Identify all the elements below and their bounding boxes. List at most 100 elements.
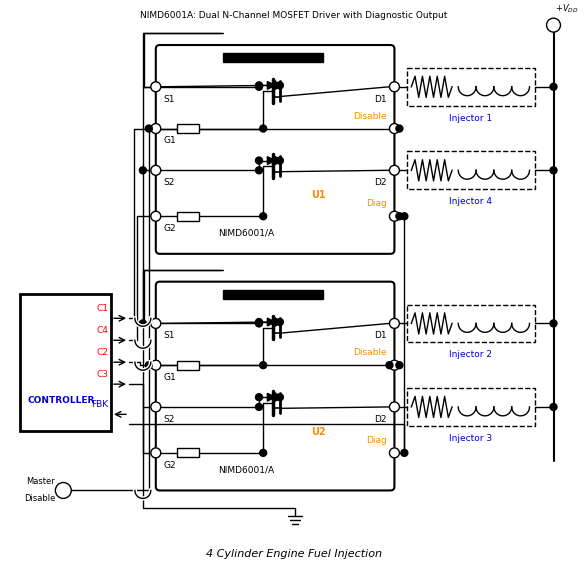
Circle shape [151, 402, 161, 412]
Text: G1: G1 [164, 373, 177, 382]
Circle shape [276, 319, 284, 325]
Circle shape [389, 402, 399, 412]
Circle shape [255, 82, 262, 89]
Text: D2: D2 [374, 415, 386, 424]
Circle shape [151, 123, 161, 134]
Circle shape [272, 319, 279, 325]
Text: G1: G1 [164, 136, 177, 146]
Text: U1: U1 [311, 190, 325, 200]
Circle shape [139, 320, 146, 327]
Circle shape [139, 167, 146, 174]
Text: Disable: Disable [353, 111, 386, 120]
Circle shape [255, 319, 262, 325]
Text: Injector 4: Injector 4 [450, 197, 492, 206]
Circle shape [255, 320, 262, 327]
Text: 4 Cylinder Engine Fuel Injection: 4 Cylinder Engine Fuel Injection [205, 549, 382, 559]
Circle shape [276, 394, 284, 401]
Text: Injector 3: Injector 3 [450, 434, 492, 443]
Text: S2: S2 [164, 415, 175, 424]
Bar [177, 124, 198, 133]
Text: G2: G2 [164, 224, 176, 233]
Circle shape [550, 320, 557, 327]
Circle shape [389, 211, 399, 221]
Circle shape [550, 167, 557, 174]
Bar [407, 388, 535, 426]
Circle shape [146, 125, 152, 132]
Bar [19, 293, 111, 431]
Text: Injector 2: Injector 2 [450, 350, 492, 359]
Circle shape [396, 125, 403, 132]
Bar [407, 151, 535, 189]
Bar [407, 68, 535, 106]
Circle shape [389, 448, 399, 458]
Circle shape [255, 404, 262, 411]
Circle shape [151, 319, 161, 328]
Text: Diag: Diag [366, 436, 386, 445]
Circle shape [389, 82, 399, 92]
Text: Disable: Disable [24, 494, 55, 504]
Bar [177, 448, 198, 457]
Text: Master: Master [26, 477, 55, 486]
Circle shape [151, 360, 161, 370]
Text: S1: S1 [164, 95, 176, 104]
Text: S1: S1 [164, 331, 176, 340]
Text: C4: C4 [96, 326, 108, 335]
Circle shape [259, 213, 266, 220]
Bar [177, 212, 198, 221]
Text: C1: C1 [96, 304, 108, 313]
Circle shape [151, 166, 161, 175]
Circle shape [386, 361, 393, 369]
Circle shape [151, 211, 161, 221]
Text: CONTROLLER: CONTROLLER [27, 396, 95, 405]
Circle shape [389, 319, 399, 328]
Text: D1: D1 [374, 95, 386, 104]
Circle shape [259, 449, 266, 456]
Text: D1: D1 [374, 331, 386, 340]
Circle shape [546, 18, 561, 32]
Text: S2: S2 [164, 178, 175, 187]
FancyBboxPatch shape [156, 282, 394, 490]
Circle shape [550, 83, 557, 90]
Circle shape [272, 394, 279, 401]
Polygon shape [267, 82, 275, 89]
Circle shape [151, 448, 161, 458]
Circle shape [389, 166, 399, 175]
Text: FBK: FBK [91, 400, 108, 409]
Text: Disable: Disable [353, 348, 386, 357]
Text: C2: C2 [96, 348, 108, 357]
Circle shape [276, 157, 284, 164]
Circle shape [550, 404, 557, 411]
Circle shape [396, 213, 403, 220]
Circle shape [255, 157, 262, 164]
Text: Injector 1: Injector 1 [450, 114, 492, 123]
Circle shape [401, 213, 408, 220]
Circle shape [259, 125, 266, 132]
Circle shape [396, 361, 403, 369]
Text: Diag: Diag [366, 199, 386, 208]
Bar [407, 304, 535, 342]
Text: NIMD6001/A: NIMD6001/A [218, 465, 275, 474]
Circle shape [401, 449, 408, 456]
Text: C3: C3 [96, 370, 108, 379]
Circle shape [276, 82, 284, 89]
Circle shape [272, 157, 279, 164]
Text: U2: U2 [311, 427, 325, 437]
FancyBboxPatch shape [156, 45, 394, 254]
Circle shape [255, 83, 262, 90]
Bar [222, 53, 323, 62]
Bar [177, 361, 198, 369]
Text: D2: D2 [374, 178, 386, 187]
Circle shape [389, 123, 399, 134]
Bar [222, 289, 323, 299]
Polygon shape [267, 318, 275, 326]
Text: $+V_{DD}$: $+V_{DD}$ [555, 3, 579, 15]
Circle shape [255, 394, 262, 401]
Text: NIMD6001A: Dual N-Channel MOSFET Driver with Diagnostic Output: NIMD6001A: Dual N-Channel MOSFET Driver … [140, 11, 447, 20]
Circle shape [272, 82, 279, 89]
Polygon shape [267, 393, 275, 401]
Circle shape [389, 360, 399, 370]
Circle shape [146, 361, 152, 369]
Circle shape [259, 361, 266, 369]
Circle shape [55, 482, 71, 498]
Circle shape [151, 82, 161, 92]
